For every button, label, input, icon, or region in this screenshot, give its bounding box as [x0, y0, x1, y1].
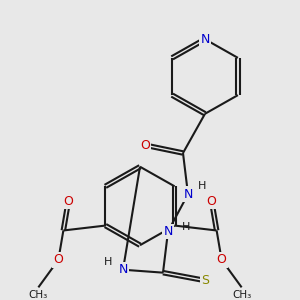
Text: N: N [183, 188, 193, 201]
Text: N: N [163, 225, 173, 238]
Text: O: O [63, 195, 73, 208]
Text: CH₃: CH₃ [232, 290, 251, 300]
Text: N: N [118, 263, 128, 276]
Text: H: H [182, 222, 190, 232]
Text: S: S [201, 274, 209, 287]
Text: CH₃: CH₃ [29, 290, 48, 300]
Text: N: N [200, 33, 210, 46]
Text: O: O [207, 195, 217, 208]
Text: H: H [104, 257, 112, 267]
Text: O: O [217, 254, 226, 266]
Text: O: O [140, 139, 150, 152]
Text: H: H [198, 181, 206, 191]
Text: O: O [53, 254, 63, 266]
